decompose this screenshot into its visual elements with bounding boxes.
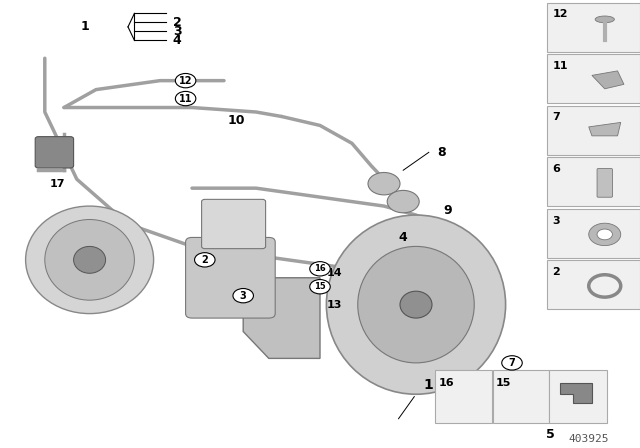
Text: 3: 3 xyxy=(552,215,560,225)
Text: 16: 16 xyxy=(314,264,326,273)
Bar xyxy=(547,3,640,52)
Text: 16: 16 xyxy=(438,378,454,388)
Text: 2: 2 xyxy=(173,16,182,29)
Circle shape xyxy=(175,73,196,88)
FancyBboxPatch shape xyxy=(202,199,266,249)
Text: 4: 4 xyxy=(173,34,182,47)
Text: 9: 9 xyxy=(444,204,452,217)
Text: 4: 4 xyxy=(399,231,408,244)
Text: 2: 2 xyxy=(202,255,208,265)
Ellipse shape xyxy=(358,246,474,363)
Text: 10: 10 xyxy=(228,114,246,128)
FancyBboxPatch shape xyxy=(186,237,275,318)
Circle shape xyxy=(310,280,330,294)
Text: 17: 17 xyxy=(50,179,65,189)
Bar xyxy=(547,260,640,309)
Polygon shape xyxy=(243,278,320,358)
Ellipse shape xyxy=(45,220,134,300)
Ellipse shape xyxy=(26,206,154,314)
Circle shape xyxy=(502,356,522,370)
Text: 12: 12 xyxy=(552,9,568,19)
Circle shape xyxy=(589,223,621,246)
Text: 11: 11 xyxy=(552,61,568,71)
Circle shape xyxy=(387,190,419,213)
Text: 1: 1 xyxy=(81,20,90,34)
Text: 13: 13 xyxy=(326,300,342,310)
Text: 3: 3 xyxy=(173,25,181,38)
Text: 2: 2 xyxy=(552,267,560,277)
Polygon shape xyxy=(560,383,592,403)
Ellipse shape xyxy=(515,394,534,412)
Text: 6: 6 xyxy=(552,164,560,174)
Circle shape xyxy=(597,229,612,240)
Circle shape xyxy=(310,262,330,276)
Bar xyxy=(547,209,640,258)
Ellipse shape xyxy=(74,246,106,273)
Text: 14: 14 xyxy=(326,268,342,278)
Text: 7: 7 xyxy=(552,112,560,122)
Text: 15: 15 xyxy=(496,378,511,388)
Circle shape xyxy=(233,289,253,303)
FancyBboxPatch shape xyxy=(35,137,74,168)
Ellipse shape xyxy=(326,215,506,394)
Polygon shape xyxy=(592,71,624,89)
Bar xyxy=(547,157,640,206)
Circle shape xyxy=(368,172,400,195)
Bar xyxy=(435,370,492,423)
Ellipse shape xyxy=(506,385,544,421)
Text: 403925: 403925 xyxy=(568,434,609,444)
Bar xyxy=(493,370,549,423)
Bar xyxy=(547,106,640,155)
Circle shape xyxy=(195,253,215,267)
FancyBboxPatch shape xyxy=(597,168,612,197)
Text: 12: 12 xyxy=(179,76,193,86)
Text: 11: 11 xyxy=(179,94,193,103)
Text: 5: 5 xyxy=(546,428,555,441)
Text: 8: 8 xyxy=(437,146,446,159)
Text: 7: 7 xyxy=(509,358,515,368)
Ellipse shape xyxy=(595,16,614,23)
Bar xyxy=(547,54,640,103)
Ellipse shape xyxy=(400,291,432,318)
Polygon shape xyxy=(589,122,621,136)
Circle shape xyxy=(175,91,196,106)
Text: 6: 6 xyxy=(570,392,578,405)
Text: 3: 3 xyxy=(240,291,246,301)
Text: 1: 1 xyxy=(424,378,434,392)
Text: 15: 15 xyxy=(314,282,326,291)
Bar xyxy=(549,370,607,423)
